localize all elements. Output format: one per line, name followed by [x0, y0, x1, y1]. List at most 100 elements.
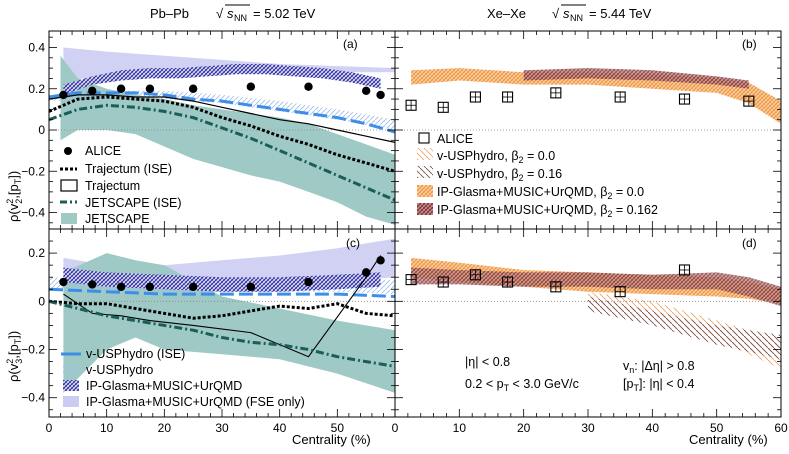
series-a-alice-point-5 [246, 82, 256, 91]
kin-eta-cut: |η| < 0.8 [465, 355, 510, 369]
panel-b-plot [395, 68, 781, 131]
series-a-alice-point-1 [88, 86, 97, 96]
header-left-energy-var: s [227, 6, 234, 21]
legend-a-trajectum-box [60, 179, 78, 192]
ytick-label-a-3: 0.2 [28, 82, 45, 96]
xtick-label-c-10: 10 [100, 421, 114, 435]
kinematics: |η| < 0.8 0.2 < pT < 3.0 GeV/c vn: |Δη| … [465, 355, 695, 393]
header-left-energy-value: = 5.02 TeV [253, 6, 316, 21]
series-d-vusp-beta016-band [588, 296, 781, 360]
legend-c: v-USPhydro (ISE) v-USPhydro IP-Glasma+MU… [61, 347, 305, 409]
legend-b-ipg-beta0162-box [417, 203, 433, 215]
legend-a-trajectum: Trajectum [85, 179, 140, 193]
legend-a-jetscape-box [61, 213, 77, 224]
header-left-energy-sub: NN [234, 13, 247, 23]
header-left-system: Pb–Pb [150, 6, 189, 21]
xtick-label-c-50: 50 [331, 421, 345, 435]
legend-c-vusp-box [63, 364, 79, 375]
series-c-alice-point-7 [361, 268, 371, 277]
xtick-label-d-0: 0 [392, 421, 399, 435]
series-c-alice-point-0 [59, 277, 68, 287]
series-a-alice-point-6 [304, 82, 313, 91]
panel-label-c: (c) [346, 236, 360, 250]
legend-a: ALICE Trajectum (ISE) Trajectum JETSCAPE… [60, 144, 182, 226]
xtick-label-d-30: 30 [581, 421, 595, 435]
legend-a-alice: ALICE [85, 144, 121, 158]
series-a-alice-point-7 [361, 86, 371, 96]
series-c-alice-point-6 [304, 277, 313, 287]
series-a-alice-point-8 [376, 90, 385, 100]
series-c-trajectum-ise-line [49, 299, 395, 320]
header-right-system: Xe–Xe [487, 6, 526, 21]
panel-a-plot [49, 47, 395, 225]
series-a-ipglasma-band [63, 64, 381, 95]
xtick-label-c-40: 40 [273, 421, 287, 435]
header-right-energy-var: s [563, 6, 570, 21]
series-a-alice-point-2 [116, 84, 126, 93]
legend-c-ipg-box [63, 380, 79, 391]
ytick-label-a-1: −0.2 [21, 164, 45, 178]
ytick-label-c-1: −0.2 [21, 343, 45, 357]
sqrt-symbol-left: √ [216, 6, 224, 21]
series-c-alice-point-1 [88, 280, 97, 289]
legend-b-ipg-beta0-box [417, 185, 433, 197]
xtick-label-c-20: 20 [158, 421, 172, 435]
legend-a-jetscape-ise: JETSCAPE (ISE) [85, 196, 182, 210]
kin-pt-range: 0.2 < pT < 3.0 GeV/c [465, 377, 579, 393]
y-axis-title-bottom: ρ(v23,[pT]) [5, 331, 24, 382]
ytick-label-c-0: −0.4 [21, 391, 45, 405]
legend-a-trajectum-ise: Trajectum (ISE) [85, 162, 172, 176]
series-c-jetscape-ise-line [49, 299, 395, 368]
series-a-trajectum-ise-line [49, 95, 395, 173]
legend-b-ipg-beta0162: IP-Glasma+MUSIC+UrQMD, β2 = 0.162 [437, 203, 658, 219]
header-right-energy-value: = 5.44 TeV [589, 6, 652, 21]
kin-vn-gap: vn: |Δη| > 0.8 [623, 359, 695, 375]
legend-c-vusp-ise: v-USPhydro (ISE) [86, 347, 185, 361]
xtick-label-d-50: 50 [710, 421, 724, 435]
axis-ticks: 0 10 20 30 40 50 0 10 20 30 40 50 60 −0.4 −0.2 0 0.2 0.4 −… [21, 31, 788, 435]
y-axis-title-top: ρ(v22,[pT]) [5, 171, 24, 222]
panel-label-b: (b) [742, 37, 757, 51]
legend-b: ALICE v-USPhydro, β2 = 0.0 v-USPhydro, β… [417, 132, 658, 219]
legend-c-ipg: IP-Glasma+MUSIC+UrQMD [86, 379, 242, 393]
series-a-alice-point-4 [188, 84, 198, 93]
series-a-alice-point-0 [59, 90, 68, 100]
header-right-energy-sub: NN [570, 13, 583, 23]
series-c-alice-point-4 [188, 282, 198, 292]
legend-b-vusp-beta016-box [417, 166, 433, 178]
legend-c-ipg-fse: IP-Glasma+MUSIC+UrQMD (FSE only) [86, 395, 305, 409]
legend-a-jetscape: JETSCAPE [85, 212, 150, 226]
xtick-label-d-20: 20 [517, 421, 531, 435]
ytick-label-a-2: 0 [38, 123, 45, 137]
ytick-label-c-3: 0.2 [28, 246, 45, 260]
panel-label-d: (d) [742, 236, 757, 250]
legend-b-vusp-beta0-box [417, 148, 433, 160]
legend-b-ipg-beta0: IP-Glasma+MUSIC+UrQMD, β2 = 0.0 [437, 185, 644, 201]
series-b-ipg-beta0162-band [523, 68, 749, 89]
x-axis-title-left: Centrality (%) [292, 432, 371, 447]
series-c-ipglasma-band [63, 267, 381, 292]
kin-pt-cut: [pT]: |η| < 0.4 [623, 377, 694, 393]
series-c-alice-point-3 [145, 282, 155, 292]
legend-a-alice-marker [64, 147, 72, 155]
legend-c-vusp: v-USPhydro [86, 363, 153, 377]
xtick-label-d-10: 10 [453, 421, 467, 435]
series-c-vusphydro-ise-line [49, 287, 395, 298]
series-c-alice-point-8 [376, 256, 385, 265]
xtick-label-c-0: 0 [46, 421, 53, 435]
ytick-label-a-4: 0.4 [28, 41, 45, 55]
xtick-label-c-30: 30 [215, 421, 229, 435]
panel-c-plot [49, 238, 395, 393]
legend-b-alice-marker [418, 132, 430, 144]
ytick-label-c-2: 0 [38, 294, 45, 308]
series-c-alice-point-2 [116, 282, 126, 292]
legend-c-ipg-fse-box [63, 396, 79, 407]
series-a-jetscape-ise-line [49, 103, 395, 202]
xtick-label-d-40: 40 [646, 421, 660, 435]
sqrt-symbol-right: √ [552, 6, 560, 21]
panel-label-a: (a) [343, 37, 358, 51]
ytick-label-a-0: −0.4 [21, 206, 45, 220]
series-c-alice-point-5 [246, 282, 256, 292]
series-a-alice-point-3 [145, 84, 155, 93]
